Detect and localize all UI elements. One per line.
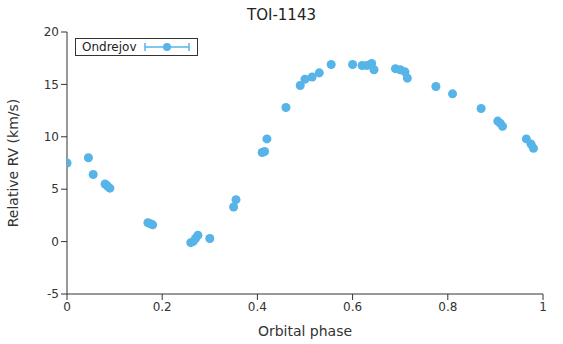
html-text:Ondrejov: Ondrejov (82, 40, 137, 54)
svg-text:20: 20 (44, 25, 59, 39)
svg-text:Relative RV (km/s): Relative RV (km/s) (5, 99, 21, 228)
svg-text:10: 10 (44, 130, 59, 144)
svg-text:-5: -5 (47, 287, 59, 301)
svg-text:0.2: 0.2 (153, 300, 172, 314)
svg-text:1: 1 (539, 300, 547, 314)
svg-text:15: 15 (44, 78, 59, 92)
svg-text:0.6: 0.6 (343, 300, 362, 314)
svg-text:0.4: 0.4 (248, 300, 267, 314)
svg-text:Orbital phase: Orbital phase (258, 323, 352, 339)
svg-text:0: 0 (51, 235, 59, 249)
svg-text:0: 0 (63, 300, 71, 314)
html-text:TOI-1143: TOI-1143 (247, 6, 316, 24)
svg-text:5: 5 (51, 182, 59, 196)
svg-text:0.8: 0.8 (438, 300, 457, 314)
